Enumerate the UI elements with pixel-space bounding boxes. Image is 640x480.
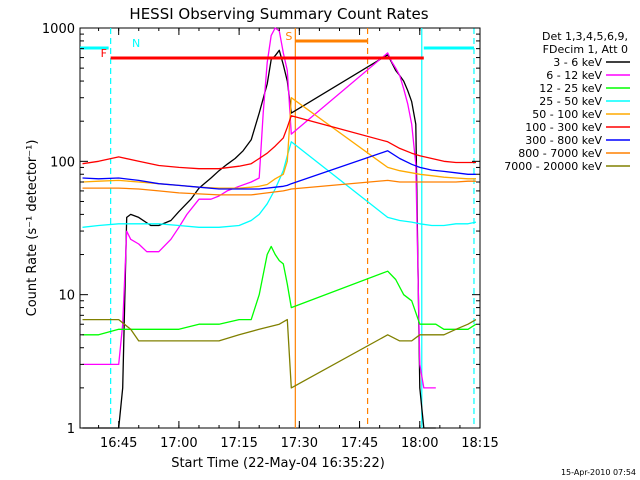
chart-title: HESSI Observing Summary Count Rates: [129, 5, 428, 23]
flag-label-F: F: [101, 47, 107, 60]
legend-label-0: 3 - 6 keV: [553, 56, 602, 69]
series-line-7: [82, 179, 476, 196]
x-tick-label-1: 17:00: [160, 436, 197, 451]
flag-label-S: S: [285, 30, 292, 43]
legend-label-6: 300 - 800 keV: [525, 134, 602, 147]
x-tick-label-3: 17:30: [281, 436, 318, 451]
flag-bars: N F S: [80, 30, 474, 60]
legend-label-2: 12 - 25 keV: [539, 82, 602, 95]
legend-label-3: 25 - 50 keV: [539, 95, 602, 108]
series-line-8: [82, 318, 477, 389]
legend-label-1: 6 - 12 keV: [546, 69, 602, 82]
y-tick-label-2: 100: [50, 155, 75, 170]
x-tick-label-6: 18:15: [461, 436, 498, 451]
vertical-markers: [110, 28, 475, 428]
legend-label-4: 50 - 100 keV: [532, 108, 602, 121]
x-tick-label-0: 16:45: [100, 436, 137, 451]
series-line-6: [82, 150, 476, 190]
flag-label-N: N: [132, 37, 140, 50]
x-axis-label: Start Time (22-May-04 16:35:22): [171, 456, 385, 471]
series-lines: [82, 27, 477, 429]
x-tick-label-4: 17:45: [341, 436, 378, 451]
x-axis-ticks: 16:45 17:00 17:15 17:30 17:45 18:00 18:15: [98, 28, 499, 451]
legend-label-8: 7000 - 20000 keV: [504, 160, 602, 173]
legend-label-7: 800 - 7000 keV: [518, 147, 602, 160]
series-line-2: [82, 245, 477, 336]
x-tick-label-5: 18:00: [401, 436, 438, 451]
series-line-1: [82, 27, 436, 389]
legend-label-5: 100 - 300 keV: [525, 121, 602, 134]
legend: Det 1,3,4,5,6,9, FDecim 1, Att 0 3 - 6 k…: [504, 30, 630, 173]
legend-header-2: FDecim 1, Att 0: [543, 43, 628, 56]
timestamp: 15-Apr-2010 07:54: [561, 468, 636, 477]
y-axis-ticks: 1 10 100 1000: [42, 22, 480, 437]
legend-header-1: Det 1,3,4,5,6,9,: [542, 30, 628, 43]
series-line-3: [82, 141, 477, 228]
y-tick-label-1: 10: [58, 289, 75, 304]
x-tick-label-2: 17:15: [220, 436, 257, 451]
series-line-0: [82, 49, 436, 429]
plot-area: NFS 16:45 17:00 17:15 17:30 17:45 18:00 18:15 …: [42, 22, 499, 451]
y-tick-label-3: 1000: [42, 22, 75, 37]
y-tick-label-0: 1: [67, 422, 75, 437]
y-axis-label: Count Rate (s⁻¹ detector⁻¹): [25, 140, 40, 317]
series-line-5: [82, 115, 476, 170]
plot-frame: [79, 27, 481, 429]
